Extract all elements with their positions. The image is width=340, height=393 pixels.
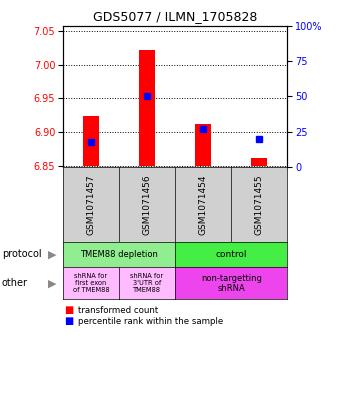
Text: shRNA for
3'UTR of
TMEM88: shRNA for 3'UTR of TMEM88 xyxy=(131,274,164,293)
Title: GDS5077 / ILMN_1705828: GDS5077 / ILMN_1705828 xyxy=(93,10,257,23)
Text: ▶: ▶ xyxy=(48,250,56,259)
Text: ■: ■ xyxy=(65,305,74,316)
Text: non-targetting
shRNA: non-targetting shRNA xyxy=(201,274,262,293)
Text: control: control xyxy=(216,250,247,259)
Text: GSM1071455: GSM1071455 xyxy=(255,174,264,235)
Text: ▶: ▶ xyxy=(48,278,56,288)
Text: GSM1071454: GSM1071454 xyxy=(199,174,208,235)
Text: other: other xyxy=(2,278,28,288)
Text: TMEM88 depletion: TMEM88 depletion xyxy=(80,250,158,259)
Text: GSM1071457: GSM1071457 xyxy=(86,174,96,235)
Bar xyxy=(139,50,155,166)
Bar xyxy=(195,124,211,166)
Bar xyxy=(83,116,99,166)
Text: shRNA for
first exon
of TMEM88: shRNA for first exon of TMEM88 xyxy=(73,274,109,293)
Text: GSM1071456: GSM1071456 xyxy=(142,174,152,235)
Text: ■: ■ xyxy=(65,316,74,326)
Text: percentile rank within the sample: percentile rank within the sample xyxy=(78,317,223,325)
Text: protocol: protocol xyxy=(2,250,41,259)
Text: transformed count: transformed count xyxy=(78,306,158,315)
Bar xyxy=(251,158,267,166)
